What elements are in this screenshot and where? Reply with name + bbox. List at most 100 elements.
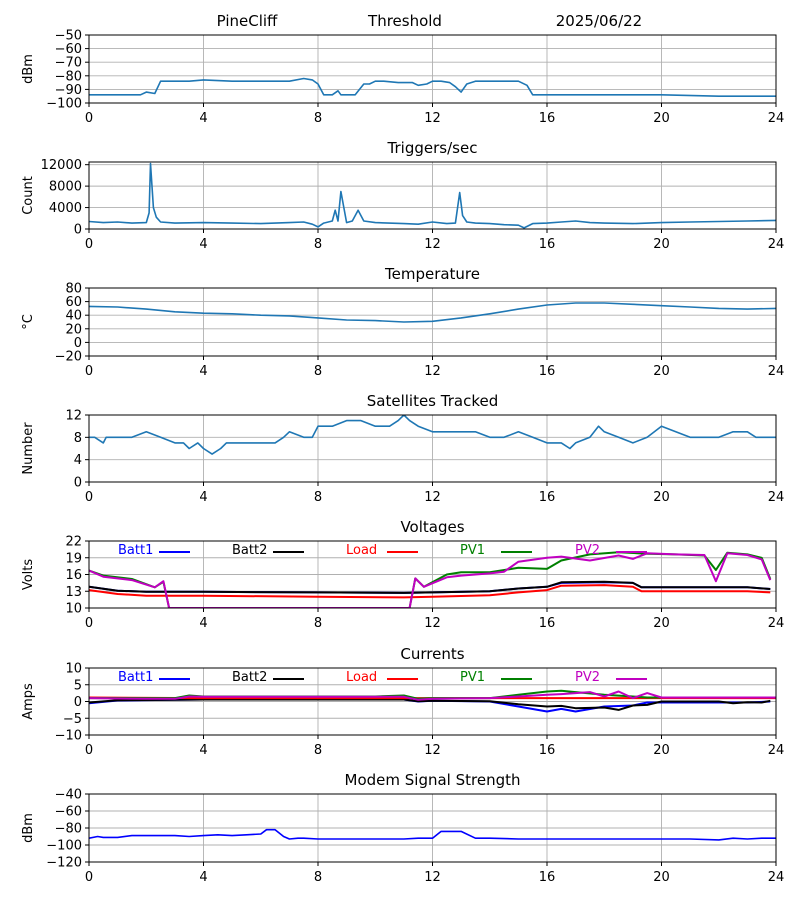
y-tick-label: 80 [65,282,82,297]
x-tick-label: 20 [653,616,670,631]
x-tick-label: 24 [768,237,785,252]
x-tick-label: 12 [424,364,441,379]
x-tick-label: 4 [199,870,207,885]
x-tick-label: 0 [85,111,93,126]
y-tick-label: 12000 [41,158,82,173]
x-tick-label: 20 [653,111,670,126]
x-tick-label: 4 [199,490,207,505]
series-line-main [89,828,776,841]
legend-label-batt1: Batt1 [118,670,153,685]
y-tick-label: −100 [46,97,82,112]
x-tick-label: 0 [85,870,93,885]
x-tick-label: 20 [653,743,670,758]
y-tick-label: 0 [74,223,82,238]
panel-title: Voltages [400,518,464,536]
x-tick-label: 8 [314,743,322,758]
x-tick-label: 8 [314,364,322,379]
y-tick-label: 4000 [49,201,82,216]
x-tick-label: 16 [539,237,556,252]
series-line-main [89,162,776,229]
panel-7: 0 4 8 12 16 20 24 −40 −60 −80 −100 −120 dBm Modem Sig… [21,771,784,885]
y-tick-label: 4 [74,453,82,468]
legend-label-pv2: PV2 [575,543,600,558]
header-date: 2025/06/22 [556,12,642,30]
y-tick-label: 20 [65,322,82,337]
x-tick-label: 4 [199,237,207,252]
y-tick-label: 0 [74,476,82,491]
legend-label-load: Load [346,543,377,558]
panel-2: 0 4 8 12 16 20 24 0 4000 8000 12000 Count Triggers/s… [21,139,784,252]
x-tick-label: 12 [424,237,441,252]
panel-title: Temperature [384,265,480,283]
legend-label-pv1: PV1 [460,543,485,558]
y-tick-label: −80 [55,822,82,837]
x-tick-label: 8 [314,490,322,505]
x-tick-label: 16 [539,743,556,758]
x-tick-label: 0 [85,743,93,758]
x-tick-label: 20 [653,870,670,885]
y-axis-label: Count [21,176,36,215]
x-tick-label: 4 [199,111,207,126]
x-tick-label: 12 [424,490,441,505]
x-tick-label: 12 [424,616,441,631]
y-tick-label: −10 [55,729,82,744]
y-axis-label: dBm [21,813,36,843]
x-tick-label: 24 [768,616,785,631]
x-tick-label: 8 [314,616,322,631]
x-tick-label: 8 [314,111,322,126]
x-tick-label: 4 [199,364,207,379]
series-line-main [89,77,776,97]
x-tick-label: 12 [424,743,441,758]
panel-title: Currents [400,645,464,663]
y-tick-label: 13 [65,585,82,600]
y-tick-label: 40 [65,309,82,324]
x-tick-label: 16 [539,490,556,505]
y-tick-label: −60 [55,42,82,57]
series-line-pv1 [89,551,772,608]
x-tick-label: 16 [539,616,556,631]
header-mode: Threshold [367,12,442,30]
y-tick-label: 19 [65,551,82,566]
x-tick-label: 0 [85,237,93,252]
panel-4: 0 4 8 12 16 20 24 0 4 8 12 Number Satellites Tracked [21,392,784,505]
y-tick-label: 60 [65,295,82,310]
y-tick-label: 0 [74,695,82,710]
legend-label-batt1: Batt1 [118,543,153,558]
y-tick-label: −50 [55,29,82,44]
x-tick-label: 24 [768,111,785,126]
y-tick-label: −80 [55,69,82,84]
x-tick-label: 24 [768,490,785,505]
x-tick-label: 12 [424,870,441,885]
panel-6: 0 4 8 12 16 20 24 −10 −5 0 510 Amps Currents Batt1 Bat… [21,645,784,758]
y-tick-label: −60 [55,805,82,820]
x-tick-label: 20 [653,364,670,379]
series-line-batt2 [89,580,771,594]
series-line-batt2 [89,698,771,711]
y-tick-label: −90 [55,83,82,98]
y-tick-label: 10 [65,602,82,617]
legend-label-batt2: Batt2 [232,670,267,685]
y-tick-label: −5 [63,712,82,727]
panel-title: Triggers/sec [387,139,478,157]
x-tick-label: 4 [199,743,207,758]
y-axis-label: dBm [21,54,36,84]
legend-label-pv1: PV1 [460,670,485,685]
y-tick-label: 16 [65,568,82,583]
legend-label-pv2: PV2 [575,670,600,685]
y-tick-label: 22 [65,535,82,550]
y-tick-label: 8 [74,431,82,446]
x-tick-label: 4 [199,616,207,631]
y-axis-label: Amps [21,683,36,720]
x-tick-label: 24 [768,743,785,758]
x-tick-label: 0 [85,364,93,379]
x-tick-label: 12 [424,111,441,126]
series-line-load [89,584,771,599]
y-axis-label: Number [21,422,36,475]
header-station: PineCliff [217,12,278,30]
panel-title: Satellites Tracked [367,392,498,410]
series-line-pv2 [89,690,776,701]
y-tick-label: 12 [65,409,82,424]
panel-1: 0 4 8 12 16 20 24 −50−60−70−80−90−100 dBm [21,29,784,127]
